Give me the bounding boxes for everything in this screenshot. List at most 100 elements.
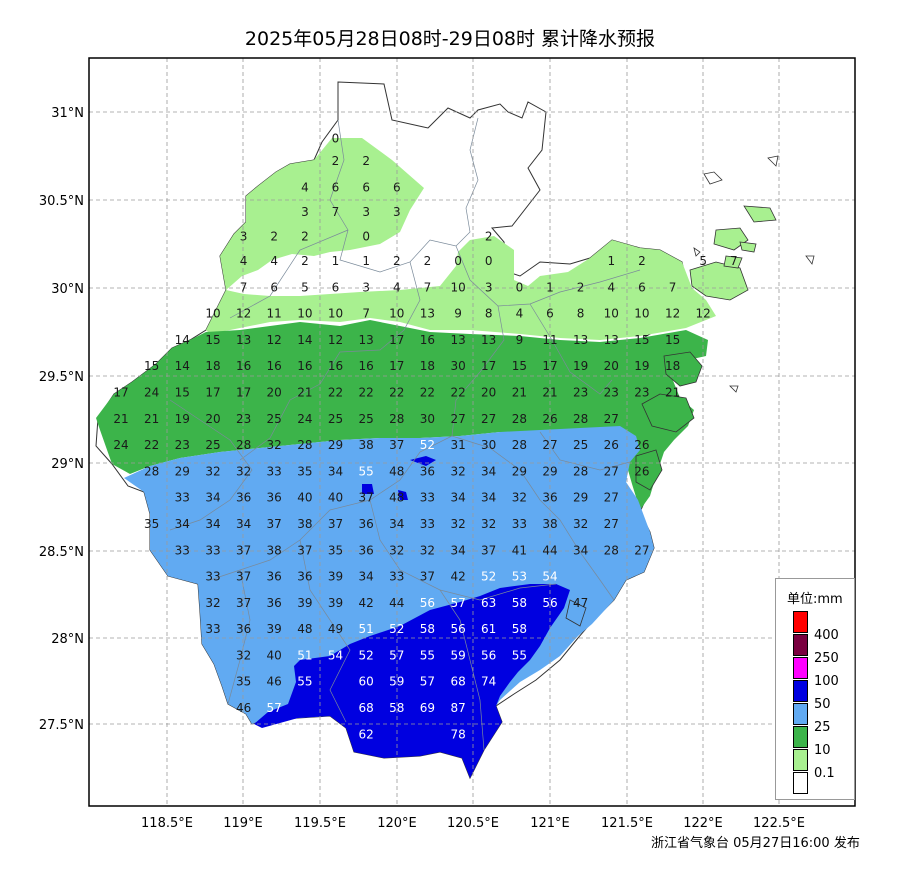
grid-value: 10	[297, 307, 312, 321]
map-title: 2025年05月28日08时-29日08时 累计降水预报	[244, 28, 656, 50]
lon-tick: 121°E	[530, 816, 570, 831]
grid-value: 69	[420, 701, 435, 715]
grid-value: 13	[573, 333, 588, 347]
grid-value: 15	[175, 386, 190, 400]
lat-axis: 31°N 30.5°N 30°N 29.5°N 29°N 28.5°N 28°N…	[39, 106, 84, 733]
grid-value: 32	[205, 464, 220, 478]
grid-value: 55	[512, 648, 527, 662]
grid-value: 13	[604, 333, 619, 347]
grid-value: 56	[420, 596, 435, 610]
grid-value: 16	[328, 359, 343, 373]
grid-value: 44	[542, 543, 557, 557]
county-borders	[169, 117, 641, 751]
grid-value: 54	[328, 648, 343, 662]
grid-value: 17	[481, 359, 496, 373]
grid-value: 0	[516, 280, 524, 294]
grid-value: 2	[638, 254, 646, 268]
grid-value: 53	[512, 570, 527, 584]
grid-value: 33	[267, 464, 282, 478]
grid-value: 35	[144, 517, 159, 531]
grid-value: 16	[359, 359, 374, 373]
grid-value: 4	[270, 254, 278, 268]
grid-value: 0	[454, 254, 462, 268]
grid-value: 36	[236, 491, 251, 505]
grid-value: 10	[389, 307, 404, 321]
grid-value: 2	[270, 230, 278, 244]
grid-value: 10	[634, 307, 649, 321]
grid-value: 0	[362, 230, 370, 244]
grid-value: 37	[359, 491, 374, 505]
grid-value: 7	[424, 280, 432, 294]
grid-value: 17	[205, 386, 220, 400]
grid-value: 4	[607, 280, 615, 294]
grid-value: 3	[485, 280, 493, 294]
lat-tick: 31°N	[51, 106, 84, 121]
grid-value: 14	[175, 333, 190, 347]
grid-value: 29	[328, 438, 343, 452]
grid-value: 22	[359, 386, 374, 400]
legend-swatch	[793, 611, 808, 633]
grid-value: 4	[516, 307, 524, 321]
legend-swatch	[793, 726, 808, 748]
grid-value: 27	[481, 412, 496, 426]
legend: 单位:mm 400 250 100 50 25 10 0.1	[775, 578, 855, 800]
grid-value: 68	[359, 701, 374, 715]
grid-value: 31	[450, 438, 465, 452]
grid-value: 12	[267, 333, 282, 347]
grid-value: 39	[328, 596, 343, 610]
grid-value: 34	[573, 543, 588, 557]
grid-value: 21	[144, 412, 159, 426]
grid-value: 28	[512, 438, 527, 452]
grid-value: 15	[205, 333, 220, 347]
legend-label: 50	[814, 697, 831, 712]
grid-value: 12	[665, 307, 680, 321]
grid-value: 58	[420, 622, 435, 636]
grid-value: 32	[236, 648, 251, 662]
grid-value: 6	[270, 280, 278, 294]
grid-value: 33	[175, 543, 190, 557]
grid-value: 3	[240, 230, 248, 244]
grid-value: 44	[389, 596, 404, 610]
grid-value: 30	[450, 359, 465, 373]
grid-value: 28	[573, 464, 588, 478]
grid-value: 12	[696, 307, 711, 321]
grid-value: 37	[236, 570, 251, 584]
grid-value: 33	[205, 543, 220, 557]
grid-value: 7	[240, 280, 248, 294]
grid-value: 57	[389, 648, 404, 662]
grid-value: 6	[332, 180, 340, 194]
grid-value: 11	[542, 333, 557, 347]
lat-tick: 30°N	[51, 282, 84, 297]
grid-value: 21	[512, 386, 527, 400]
grid-value: 32	[236, 464, 251, 478]
grid-value: 36	[542, 491, 557, 505]
grid-value: 24	[297, 412, 312, 426]
grid-value: 34	[389, 517, 404, 531]
grid-value: 34	[205, 517, 220, 531]
lat-tick: 27.5°N	[39, 718, 84, 733]
grid-value: 17	[113, 386, 128, 400]
plot-frame	[88, 57, 856, 807]
grid-value: 27	[634, 543, 649, 557]
grid-value: 42	[359, 596, 374, 610]
grid-value: 26	[634, 438, 649, 452]
grid-value: 36	[359, 517, 374, 531]
grid-value: 36	[267, 570, 282, 584]
grid-value: 13	[359, 333, 374, 347]
grid-value: 2	[362, 154, 370, 168]
grid-value: 0	[485, 254, 493, 268]
grid-value: 8	[577, 307, 585, 321]
grid-value: 5	[301, 280, 309, 294]
grid-value: 33	[205, 570, 220, 584]
grid-value: 13	[420, 307, 435, 321]
grid-value: 55	[297, 675, 312, 689]
grid-values: 02 24 6 6 63 7 3 33 2 2 0 24 4 2 1 1 2 2 0 0 1 2 5 77 6 5 6 3 4 7 10 3 0…	[113, 131, 737, 741]
legend-swatch	[793, 703, 808, 725]
grid-value: 35	[236, 675, 251, 689]
grid-value: 7	[362, 307, 370, 321]
grid-value: 33	[512, 517, 527, 531]
grid-value: 25	[328, 412, 343, 426]
grid-value: 22	[144, 438, 159, 452]
issuer-footer: 浙江省气象台 05月27日16:00 发布	[651, 836, 860, 851]
